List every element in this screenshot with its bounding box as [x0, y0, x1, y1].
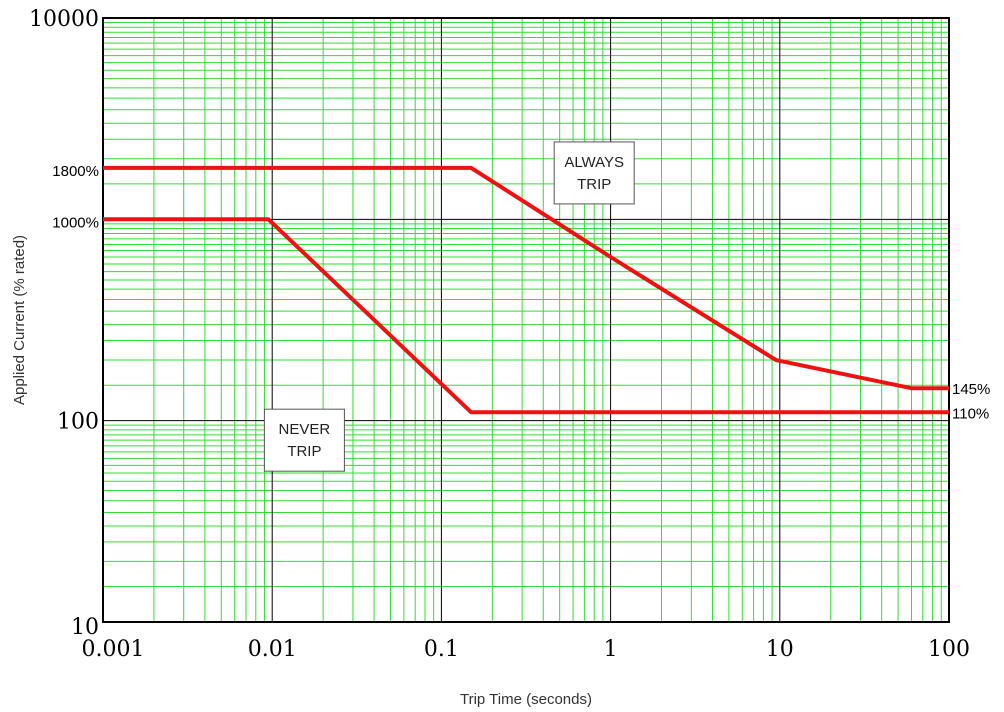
x-axis-label: Trip Time (seconds): [460, 691, 592, 708]
x-tick-label: 0.001: [82, 637, 145, 662]
series-end-label: 145%: [952, 381, 990, 398]
x-tick-label: 100: [928, 637, 970, 662]
annotations: ALWAYS TRIP NEVER TRIP: [263, 141, 635, 472]
plot-frame: [102, 17, 950, 623]
y-marker-label: 1000%: [52, 214, 99, 231]
annotation-box-2: NEVER TRIP: [263, 408, 345, 472]
x-tick-label: 1: [604, 637, 618, 662]
annotation-text: NEVER: [279, 421, 331, 438]
annotation-box-frame: [263, 408, 345, 472]
annotation-box-1: ALWAYS TRIP: [553, 141, 635, 205]
plot-background: [103, 18, 949, 622]
annotation-box-frame: [553, 141, 635, 205]
annotation-text: TRIP: [577, 176, 611, 193]
series-end-label: 110%: [952, 405, 989, 422]
tick-labels: 0.001 0.01 0.1 1 10 100 10 100 10000 1800% 1000%: [29, 7, 970, 662]
x-tick-label: 10: [766, 637, 794, 662]
series-line-2: [103, 217, 949, 415]
annotation-text: TRIP: [287, 443, 321, 460]
x-tick-label: 0.01: [248, 637, 297, 662]
y-marker-label: 1800%: [52, 163, 99, 180]
y-axis-label: Applied Current (% rated): [11, 235, 28, 405]
series-layer: 145% 110%: [103, 165, 990, 422]
annotation-text: ALWAYS: [564, 154, 624, 171]
minor-gridlines: [103, 18, 949, 622]
y-tick-label: 10000: [29, 7, 99, 32]
y-tick-label: 10: [71, 615, 99, 640]
x-tick-label: 0.1: [424, 637, 459, 662]
series-line-1: [103, 165, 949, 391]
y-tick-label: 100: [57, 410, 99, 435]
